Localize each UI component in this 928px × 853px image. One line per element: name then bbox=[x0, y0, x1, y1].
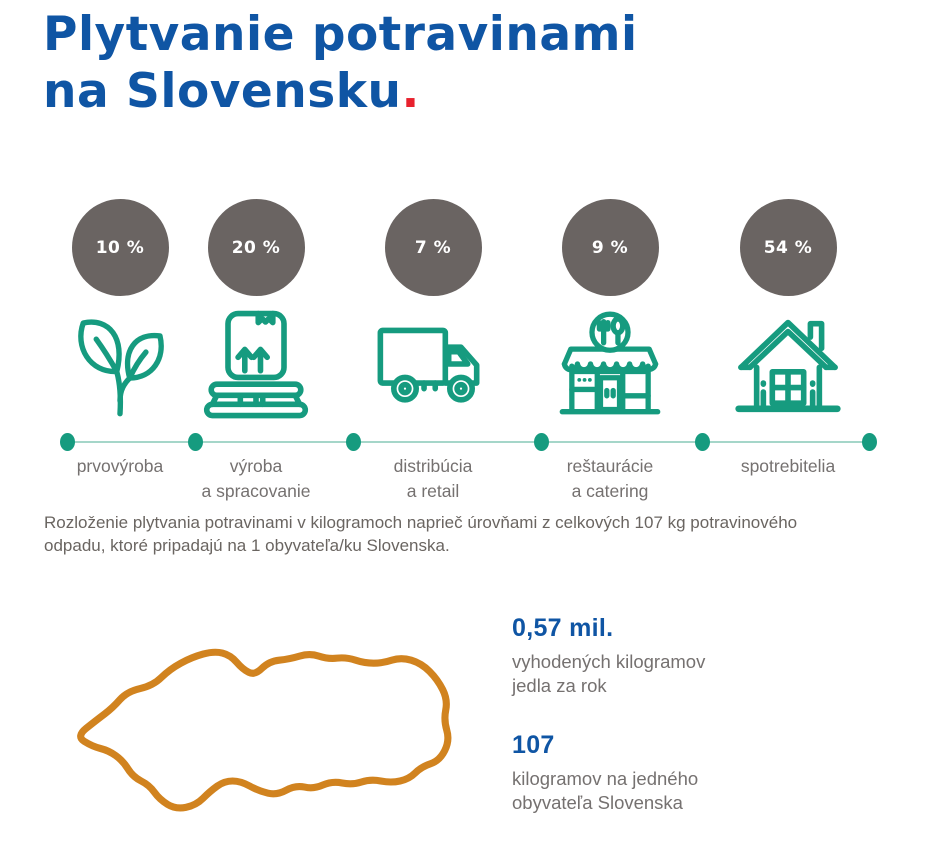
timeline-dot bbox=[346, 433, 361, 451]
stage-spotrebitelia: 54 % spotrebitelia bbox=[696, 199, 880, 479]
caption-text: Rozloženie plytvania potravinami v kilog… bbox=[44, 513, 798, 556]
percent-value: 20 % bbox=[231, 237, 281, 258]
stage-label: distribúcia a retail bbox=[393, 456, 473, 502]
percent-badge: 20 % bbox=[207, 199, 305, 296]
timeline-dot bbox=[862, 433, 877, 451]
percent-value: 10 % bbox=[95, 237, 145, 258]
title-line2: na Slovensku bbox=[43, 64, 402, 120]
stage-label: reštaurácie a catering bbox=[566, 456, 654, 502]
stat-kilograms-per-year: 0,57 mil. vyhodených kilogramov jedla za… bbox=[512, 614, 832, 699]
percent-badge: 10 % bbox=[71, 199, 169, 296]
stage-distribucia-retail: 7 % distribúcia a retail bbox=[341, 199, 525, 505]
percent-badge: 54 % bbox=[739, 199, 837, 296]
stage-label: prvovýroba bbox=[76, 456, 164, 476]
timeline-dot bbox=[534, 433, 549, 451]
stage-restauracie-catering: 9 % reštaurácie a catering bbox=[518, 199, 702, 505]
restaurant-icon bbox=[518, 304, 702, 424]
percent-badge: 9 % bbox=[561, 199, 659, 296]
slovakia-map-outline bbox=[66, 606, 462, 830]
stage-label: spotrebitelia bbox=[740, 456, 836, 476]
stat-value: 107 bbox=[512, 731, 555, 759]
house-icon bbox=[696, 304, 880, 424]
percent-value: 7 % bbox=[414, 237, 452, 258]
stat-kilograms-per-capita: 107 kilogramov na jedného obyvateľa Slov… bbox=[512, 731, 832, 816]
stat-desc: kilogramov na jedného obyvateľa Slovensk… bbox=[512, 768, 699, 814]
title-line1: Plytvanie potravinami bbox=[43, 7, 638, 62]
title-accent-dot: . bbox=[401, 64, 420, 120]
stage-vyroba-spracovanie: 20 % výroba a spracovanie bbox=[164, 199, 348, 505]
timeline-line bbox=[67, 441, 869, 443]
percent-value: 54 % bbox=[763, 237, 813, 258]
page-title: Plytvanie potravinami na Slovensku. bbox=[43, 6, 638, 121]
stat-value: 0,57 mil. bbox=[512, 614, 614, 642]
percent-value: 9 % bbox=[591, 237, 629, 258]
stage-label: výroba a spracovanie bbox=[201, 456, 311, 502]
timeline-dot bbox=[60, 433, 75, 451]
timeline-dot bbox=[695, 433, 710, 451]
truck-icon bbox=[341, 304, 525, 424]
pallet-box-icon bbox=[164, 304, 348, 424]
stage-prvovyroba: 10 % prvovýroba bbox=[28, 199, 212, 479]
stat-desc: vyhodených kilogramov jedla za rok bbox=[512, 651, 706, 697]
percent-badge: 7 % bbox=[384, 199, 482, 296]
sprout-icon bbox=[28, 304, 212, 424]
timeline-dot bbox=[188, 433, 203, 451]
